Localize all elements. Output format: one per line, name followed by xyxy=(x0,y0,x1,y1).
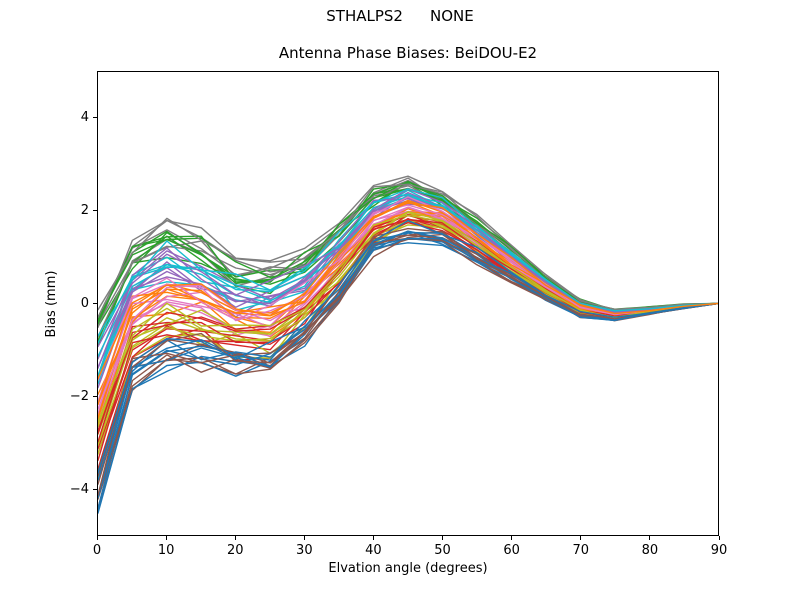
y-tick-mark xyxy=(93,210,97,211)
y-tick-mark xyxy=(93,303,97,304)
x-tick-mark xyxy=(165,536,167,540)
x-tick-mark xyxy=(234,536,236,540)
x-tick-label: 30 xyxy=(296,543,313,558)
bias-line xyxy=(98,202,718,380)
x-tick-label: 90 xyxy=(710,543,728,558)
bias-line xyxy=(98,237,718,499)
bias-line xyxy=(98,230,718,481)
x-tick-label: 60 xyxy=(503,543,520,558)
axes-title: Antenna Phase Biases: BeiDOU-E2 xyxy=(278,44,538,62)
x-tick-label: 80 xyxy=(641,543,659,558)
x-tick-label: 70 xyxy=(572,543,590,558)
bias-line xyxy=(98,219,718,474)
line-chart xyxy=(98,175,718,514)
y-tick-label: 0 xyxy=(80,295,89,311)
bias-line xyxy=(98,220,718,446)
figure-suptitle: STHALPS2 NONE xyxy=(0,7,800,26)
y-tick-label: −4 xyxy=(69,481,89,497)
x-tick-label: 10 xyxy=(157,543,175,558)
y-tick-label: 4 xyxy=(80,109,89,125)
y-tick-mark xyxy=(93,117,97,118)
bias-line xyxy=(98,218,718,461)
x-tick-mark xyxy=(511,536,513,540)
x-tick-mark xyxy=(442,536,444,540)
bias-line xyxy=(98,237,718,510)
x-tick-mark xyxy=(96,536,98,540)
x-axis-label: Elvation angle (degrees) xyxy=(328,561,488,576)
y-tick-label: −2 xyxy=(69,388,89,404)
y-tick-mark xyxy=(93,489,97,490)
x-tick-label: 40 xyxy=(365,543,382,558)
bias-line xyxy=(98,183,718,311)
x-tick-label: 0 xyxy=(92,543,102,558)
bias-line xyxy=(98,188,718,337)
x-tick-mark xyxy=(718,536,720,540)
plot-area xyxy=(97,71,719,536)
bias-line xyxy=(98,227,718,477)
x-tick-label: 50 xyxy=(434,543,451,558)
suptitle-mode: NONE xyxy=(429,7,474,25)
y-tick-mark xyxy=(93,396,97,397)
y-tick-label: 2 xyxy=(80,202,89,218)
x-tick-mark xyxy=(303,536,305,540)
suptitle-station: STHALPS2 xyxy=(326,7,403,25)
x-tick-mark xyxy=(649,536,651,540)
x-tick-mark xyxy=(372,536,374,540)
x-tick-mark xyxy=(580,536,582,540)
x-tick-label: 20 xyxy=(226,543,244,558)
bias-line xyxy=(98,238,718,500)
bias-line xyxy=(98,230,718,509)
bias-line xyxy=(98,196,718,381)
